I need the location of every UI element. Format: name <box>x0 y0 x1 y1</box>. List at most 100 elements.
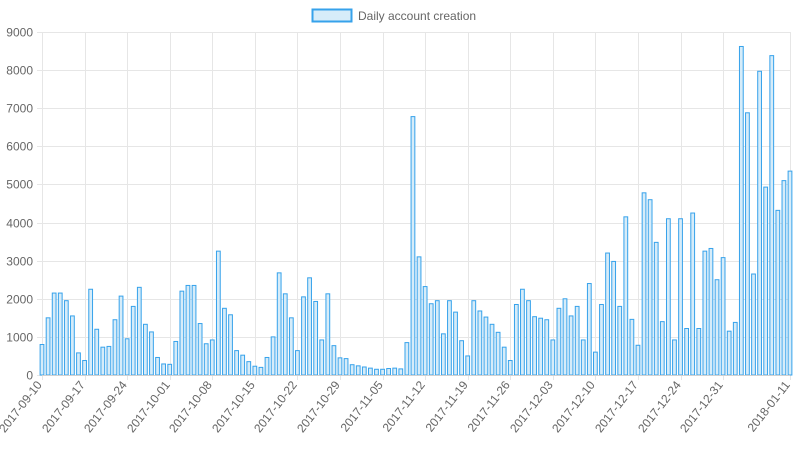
bar[interactable] <box>209 339 215 376</box>
bar[interactable] <box>106 345 112 376</box>
bar[interactable] <box>301 296 306 376</box>
bar[interactable] <box>422 286 428 376</box>
bar[interactable] <box>459 340 464 376</box>
bar[interactable] <box>678 218 683 376</box>
bar[interactable] <box>647 199 653 376</box>
bar[interactable] <box>374 368 379 376</box>
bar[interactable] <box>720 257 726 376</box>
bar[interactable] <box>179 290 185 376</box>
bar[interactable] <box>428 303 434 376</box>
bar[interactable] <box>769 55 775 376</box>
bar[interactable] <box>580 339 586 376</box>
bar[interactable] <box>112 319 118 376</box>
bar[interactable] <box>191 284 197 376</box>
bar[interactable] <box>787 170 793 376</box>
bar[interactable] <box>526 300 531 376</box>
bar[interactable] <box>94 328 100 376</box>
bar[interactable] <box>76 352 81 376</box>
bar[interactable] <box>465 355 471 376</box>
bar[interactable] <box>252 365 258 376</box>
bar[interactable] <box>361 366 367 376</box>
bar[interactable] <box>240 354 246 376</box>
bar[interactable] <box>751 273 756 376</box>
bar[interactable] <box>39 344 45 376</box>
bar[interactable] <box>331 345 337 376</box>
bar[interactable] <box>447 300 452 376</box>
bar[interactable] <box>477 310 483 376</box>
bar[interactable] <box>781 180 787 376</box>
bar[interactable] <box>404 342 410 376</box>
bar[interactable] <box>763 186 769 376</box>
bar[interactable] <box>665 218 671 376</box>
bar[interactable] <box>471 300 477 376</box>
bar[interactable] <box>155 356 160 376</box>
bar[interactable] <box>70 315 75 376</box>
bar[interactable] <box>63 300 69 376</box>
bar[interactable] <box>672 339 677 376</box>
bar[interactable] <box>495 331 501 376</box>
bar[interactable] <box>161 363 167 376</box>
bar[interactable] <box>258 366 264 376</box>
bar[interactable] <box>319 339 325 376</box>
bar[interactable] <box>276 272 282 376</box>
bar[interactable] <box>775 209 781 376</box>
bar[interactable] <box>757 70 762 376</box>
bar[interactable] <box>100 346 106 376</box>
bar[interactable] <box>617 305 623 376</box>
bar[interactable] <box>659 321 665 376</box>
bar[interactable] <box>538 317 544 376</box>
bar[interactable] <box>629 318 635 376</box>
bar[interactable] <box>738 45 744 376</box>
bar[interactable] <box>197 323 203 376</box>
bar[interactable] <box>568 315 574 376</box>
bar[interactable] <box>57 292 63 376</box>
bar[interactable] <box>246 361 252 376</box>
bar[interactable] <box>696 328 702 376</box>
bar[interactable] <box>88 288 94 376</box>
bar[interactable] <box>635 344 641 376</box>
bar[interactable] <box>82 360 87 376</box>
bar[interactable] <box>124 338 130 376</box>
bar[interactable] <box>282 293 288 376</box>
bar[interactable] <box>149 331 154 376</box>
bar[interactable] <box>532 316 537 376</box>
bar[interactable] <box>386 368 392 376</box>
bar[interactable] <box>45 317 51 376</box>
bar[interactable] <box>489 323 495 376</box>
bar[interactable] <box>732 321 738 376</box>
bar[interactable] <box>520 288 525 376</box>
bar[interactable] <box>623 216 629 376</box>
bar[interactable] <box>228 314 233 376</box>
bar[interactable] <box>136 286 142 376</box>
bar[interactable] <box>222 307 227 376</box>
bar[interactable] <box>501 346 507 376</box>
bar[interactable] <box>410 116 416 376</box>
bar[interactable] <box>714 279 720 376</box>
bar[interactable] <box>641 192 647 376</box>
bar[interactable] <box>708 247 714 376</box>
bar[interactable] <box>416 256 422 376</box>
bar[interactable] <box>593 351 598 376</box>
bar[interactable] <box>203 343 209 376</box>
bar[interactable] <box>130 305 136 376</box>
bar[interactable] <box>313 300 319 376</box>
bar[interactable] <box>684 328 689 376</box>
bar[interactable] <box>51 292 57 376</box>
bar[interactable] <box>118 295 124 376</box>
bar[interactable] <box>556 307 562 376</box>
bar[interactable] <box>745 112 750 376</box>
bar[interactable] <box>599 303 604 376</box>
bar[interactable] <box>434 300 440 376</box>
bar[interactable] <box>562 298 568 376</box>
bar[interactable] <box>343 358 349 376</box>
bar[interactable] <box>380 368 385 376</box>
bar[interactable] <box>337 357 343 376</box>
bar[interactable] <box>611 260 617 376</box>
bar[interactable] <box>368 367 373 376</box>
bar[interactable] <box>295 350 300 376</box>
bar[interactable] <box>507 360 513 376</box>
bar[interactable] <box>483 316 489 376</box>
bar[interactable] <box>544 319 550 376</box>
bar[interactable] <box>653 241 659 376</box>
bar[interactable] <box>702 250 708 376</box>
